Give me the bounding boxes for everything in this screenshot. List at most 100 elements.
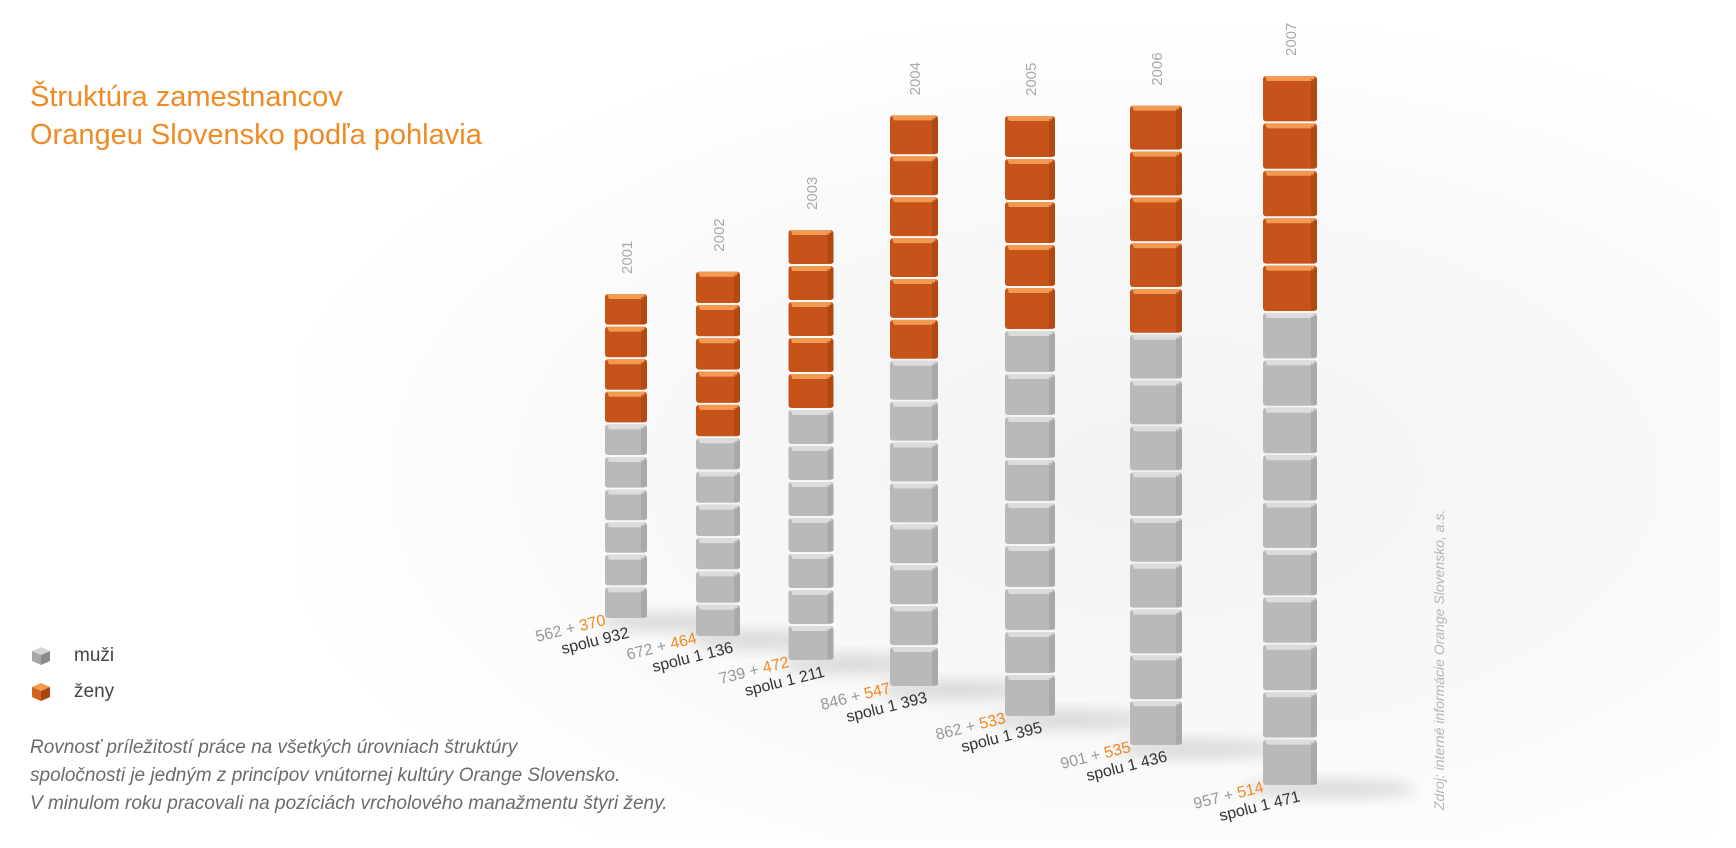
cube-zeny <box>605 326 647 358</box>
women-value: 370 <box>577 612 607 635</box>
cube-muzi <box>1005 632 1055 673</box>
cube-muzi <box>788 626 834 660</box>
cube-zeny <box>890 279 938 318</box>
cube-zeny <box>788 266 834 300</box>
cube-muzi <box>1130 655 1182 700</box>
cube-muzi <box>890 442 938 482</box>
year-label: 2001 <box>619 241 636 274</box>
year-label: 2005 <box>1023 63 1040 96</box>
year-label: 2004 <box>907 62 924 95</box>
cube-zeny <box>696 338 740 370</box>
cube-zeny <box>696 371 740 403</box>
cube-muzi <box>890 524 938 564</box>
legend: muži ženy <box>30 638 114 710</box>
cube-muzi <box>1005 675 1055 716</box>
plus-sign: + <box>743 661 765 682</box>
cube-zeny <box>1130 105 1182 150</box>
cube-muzi <box>605 489 647 521</box>
cube-muzi <box>696 538 740 570</box>
cube-muzi <box>1005 460 1055 501</box>
cube-muzi <box>605 424 647 455</box>
cube-muzi <box>788 518 834 552</box>
cube-zeny <box>788 230 834 264</box>
plus-sign: + <box>560 619 582 640</box>
men-value: 901 <box>1059 750 1089 773</box>
cube-muzi <box>696 604 740 636</box>
cube-muzi <box>890 565 938 605</box>
men-value: 846 <box>819 691 849 714</box>
cube-zeny <box>890 115 938 155</box>
cube-muzi <box>788 410 834 444</box>
cube-zeny <box>788 302 834 336</box>
cube-muzi <box>890 647 938 686</box>
cube-muzi <box>1263 597 1317 643</box>
plus-sign: + <box>651 637 673 658</box>
cube-muzi <box>1263 455 1317 501</box>
cube-muzi <box>890 483 938 523</box>
note-line-3: V minulom roku pracovali na pozíciách vr… <box>30 793 668 814</box>
orange-cube-icon <box>32 683 50 701</box>
men-value: 672 <box>625 641 655 664</box>
women-value: 514 <box>1235 779 1265 802</box>
cube-zeny <box>890 238 938 277</box>
grey-cube-icon <box>32 647 50 665</box>
cube-muzi <box>1263 550 1317 596</box>
legend-item-men: muži <box>30 638 114 674</box>
cube-muzi <box>1263 644 1317 691</box>
cube-zeny <box>890 197 938 237</box>
cube-muzi <box>696 571 740 603</box>
legend-item-women: ženy <box>30 674 114 710</box>
cube-muzi <box>1005 589 1055 630</box>
cube-muzi <box>1263 739 1317 785</box>
cube-muzi <box>605 457 647 488</box>
cube-muzi <box>1130 563 1182 608</box>
year-label: 2006 <box>1149 52 1166 85</box>
cube-muzi <box>605 587 647 618</box>
women-value: 472 <box>761 654 791 677</box>
cube-zeny <box>605 359 647 390</box>
cube-muzi <box>1005 417 1055 458</box>
cube-zeny <box>1263 218 1317 264</box>
cube-zeny <box>1130 243 1182 287</box>
cube-muzi <box>788 446 834 480</box>
cube-muzi <box>1263 313 1317 359</box>
cube-muzi <box>1130 426 1182 471</box>
cube-zeny <box>1263 170 1317 217</box>
description-note: Rovnosť príležitostí práce na všetkých ú… <box>30 734 668 818</box>
cube-zeny <box>1005 202 1055 243</box>
title-line-2: Orangeu Slovensko podľa pohlavia <box>30 119 482 151</box>
cube-zeny <box>1263 265 1317 311</box>
cube-muzi <box>1005 503 1055 544</box>
cube-muzi <box>1130 334 1182 379</box>
cube-muzi <box>1130 380 1182 425</box>
legend-label-men: muži <box>74 645 115 666</box>
cube-zeny <box>696 404 740 437</box>
cube-zeny <box>788 374 834 408</box>
cube-muzi <box>1263 407 1317 454</box>
cube-zeny <box>1005 288 1055 329</box>
plus-sign: + <box>960 717 982 738</box>
cube-muzi <box>1005 331 1055 372</box>
women-value: 533 <box>977 710 1007 733</box>
cube-zeny <box>1130 197 1182 242</box>
note-line-2: spoločnosti je jedným z princípov vnútor… <box>30 765 621 786</box>
cube-zeny <box>605 294 647 325</box>
cube-muzi <box>605 554 647 586</box>
cube-muzi <box>696 438 740 470</box>
sum-label: 739 + 472 <box>717 654 791 688</box>
men-value: 862 <box>934 721 964 744</box>
title-line-1: Štruktúra zamestnancov <box>30 81 343 113</box>
cube-muzi <box>605 522 647 553</box>
cube-muzi <box>890 401 938 441</box>
cube-muzi <box>890 360 938 400</box>
men-value: 739 <box>717 665 747 688</box>
cube-zeny <box>1005 245 1055 286</box>
cube-muzi <box>696 504 740 537</box>
